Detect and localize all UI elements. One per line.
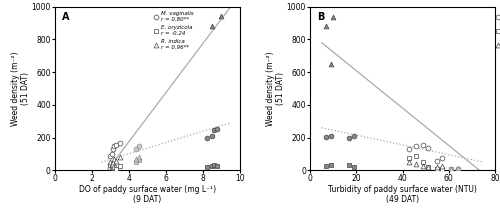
Point: [350, 134, 358, 138]
Point: [420, 144, 428, 147]
Point: [438, 164, 446, 168]
Point: [106, 154, 114, 157]
Point: [116, 142, 124, 145]
Point: [447, 168, 455, 171]
Point: [210, 128, 218, 132]
Point: [135, 144, 143, 148]
Point: [106, 161, 114, 164]
Point: [112, 167, 120, 170]
Point: [412, 162, 420, 166]
Point: [350, 165, 358, 168]
Point: [132, 157, 140, 161]
Y-axis label: Weed density (m⁻²)
(51 DAT): Weed density (m⁻²) (51 DAT): [266, 51, 285, 126]
Point: [110, 157, 118, 161]
Point: [109, 166, 117, 170]
X-axis label: Turbidity of paddy surface water (NTU)
(49 DAT): Turbidity of paddy surface water (NTU) (…: [328, 185, 477, 204]
Point: [322, 24, 330, 28]
Text: A: A: [62, 12, 70, 22]
Point: [420, 164, 428, 168]
Point: [108, 162, 116, 166]
Point: [433, 166, 441, 169]
Point: [208, 134, 216, 138]
Point: [108, 166, 116, 169]
Point: [110, 165, 118, 168]
Point: [213, 127, 221, 130]
Point: [327, 62, 335, 66]
Point: [327, 134, 335, 137]
Point: [135, 156, 143, 159]
Point: [433, 159, 441, 163]
Point: [322, 164, 330, 168]
Point: [208, 25, 216, 28]
Y-axis label: Weed density (m⁻²)
(51 DAT): Weed density (m⁻²) (51 DAT): [10, 51, 30, 126]
Point: [406, 157, 413, 160]
Point: [132, 160, 140, 164]
Point: [112, 143, 120, 147]
Point: [447, 167, 455, 171]
Point: [406, 147, 413, 151]
Point: [438, 167, 446, 170]
Point: [454, 167, 462, 171]
Legend: M. vaginalis
r = 0.80**, E. oryzicola
r = ·0.24, R. indica
r = 0.96**: M. vaginalis r = 0.80**, E. oryzicola r …: [154, 11, 193, 50]
Point: [438, 157, 446, 160]
Point: [424, 165, 432, 168]
Legend: M. vaginalis
r = ·0.82**, E. oryzicola
r = ·0.17, R. indica
r = ·0.82**: M. vaginalis r = ·0.82**, E. oryzicola r…: [496, 11, 500, 50]
Point: [109, 160, 117, 164]
Point: [132, 147, 140, 151]
Point: [412, 154, 420, 158]
Point: [109, 147, 117, 151]
Point: [202, 165, 210, 168]
Point: [346, 163, 354, 167]
Point: [208, 164, 216, 168]
Point: [327, 163, 335, 167]
Point: [433, 168, 441, 171]
Point: [454, 168, 462, 171]
X-axis label: DO of paddy surface water (mg L⁻¹)
(9 DAT): DO of paddy surface water (mg L⁻¹) (9 DA…: [79, 185, 216, 204]
Text: B: B: [318, 12, 325, 22]
Point: [116, 164, 124, 168]
Point: [213, 164, 221, 168]
Point: [420, 160, 428, 164]
Point: [110, 144, 118, 147]
Point: [447, 167, 455, 171]
Point: [329, 15, 337, 18]
Point: [346, 136, 354, 140]
Point: [322, 136, 330, 139]
Point: [202, 137, 210, 140]
Point: [108, 152, 116, 156]
Point: [210, 163, 218, 167]
Point: [424, 146, 432, 149]
Point: [106, 164, 114, 167]
Point: [218, 14, 226, 17]
Point: [406, 160, 413, 164]
Point: [112, 159, 120, 163]
Point: [412, 144, 420, 148]
Point: [454, 166, 462, 170]
Point: [135, 158, 143, 162]
Point: [424, 165, 432, 168]
Point: [116, 156, 124, 159]
